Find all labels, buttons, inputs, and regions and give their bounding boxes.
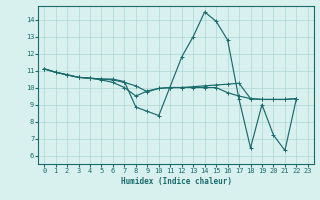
- X-axis label: Humidex (Indice chaleur): Humidex (Indice chaleur): [121, 177, 231, 186]
